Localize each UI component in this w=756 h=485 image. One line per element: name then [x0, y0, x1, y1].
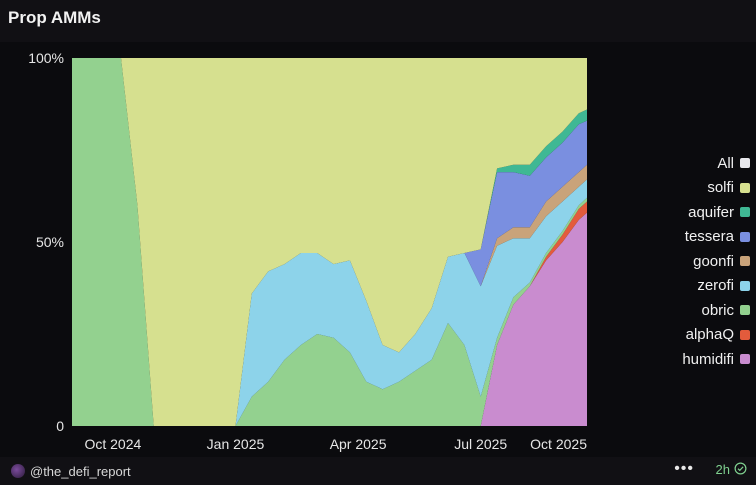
legend-item-all[interactable]: All [600, 151, 750, 176]
legend-label: aquifer [688, 203, 734, 221]
legend-item-humidifi[interactable]: humidifi [600, 347, 750, 372]
footer: @the_defi_report ••• 2h [0, 457, 756, 485]
legend-swatch [740, 280, 750, 291]
legend-label: tessera [684, 228, 734, 246]
legend-swatch [740, 158, 750, 169]
x-tick-label: Jan 2025 [207, 436, 265, 452]
author-handle[interactable]: @the_defi_report [30, 463, 131, 479]
legend-label: solfi [707, 179, 734, 197]
legend-item-aquifer[interactable]: aquifer [600, 200, 750, 225]
chart-title: Prop AMMs [8, 8, 101, 27]
y-tick-label: 50% [36, 234, 64, 250]
area-solfi[interactable] [72, 58, 587, 426]
y-tick-label: 100% [28, 50, 64, 66]
legend-swatch [740, 182, 750, 193]
legend-swatch [740, 329, 750, 340]
legend-swatch [740, 207, 750, 218]
chart-legend: All solfi aquifer tessera goonfi zerofi obric a… [600, 151, 750, 372]
author-avatar[interactable] [11, 464, 25, 478]
refresh-age: 2h [715, 462, 730, 477]
area-obric[interactable] [72, 58, 587, 426]
area-humidifi[interactable] [72, 212, 587, 426]
area-zerofi[interactable] [72, 58, 587, 426]
legend-label: zerofi [697, 277, 734, 295]
legend-swatch [740, 305, 750, 316]
legend-label: All [717, 154, 734, 172]
x-tick-label: Jul 2025 [454, 436, 507, 452]
legend-label: alphaQ [685, 326, 734, 344]
x-tick-label: Apr 2025 [330, 436, 387, 452]
legend-item-solfi[interactable]: solfi [600, 176, 750, 201]
legend-item-goonfi[interactable]: goonfi [600, 249, 750, 274]
area-tessera[interactable] [72, 58, 587, 426]
legend-label: obric [701, 301, 734, 319]
chart-area: 0 50% 100% Oct 2024 Jan 2025 Apr 2025 Jul 2025… [0, 42, 756, 457]
legend-label: goonfi [693, 252, 734, 270]
legend-item-alphaq[interactable]: alphaQ [600, 323, 750, 348]
legend-swatch [740, 354, 750, 365]
x-tick-label: Oct 2025 [530, 436, 587, 452]
legend-swatch [740, 256, 750, 267]
legend-label: humidifi [682, 350, 734, 368]
legend-item-tessera[interactable]: tessera [600, 225, 750, 250]
x-tick-label: Oct 2024 [84, 436, 141, 452]
check-circle-icon [734, 462, 747, 475]
more-options-icon[interactable]: ••• [674, 460, 694, 477]
y-tick-label: 0 [56, 418, 64, 434]
stacked-area-chart: 0 50% 100% Oct 2024 Jan 2025 Apr 2025 Jul 2025… [28, 50, 587, 452]
legend-item-zerofi[interactable]: zerofi [600, 274, 750, 299]
legend-item-obric[interactable]: obric [600, 298, 750, 323]
legend-swatch [740, 231, 750, 242]
